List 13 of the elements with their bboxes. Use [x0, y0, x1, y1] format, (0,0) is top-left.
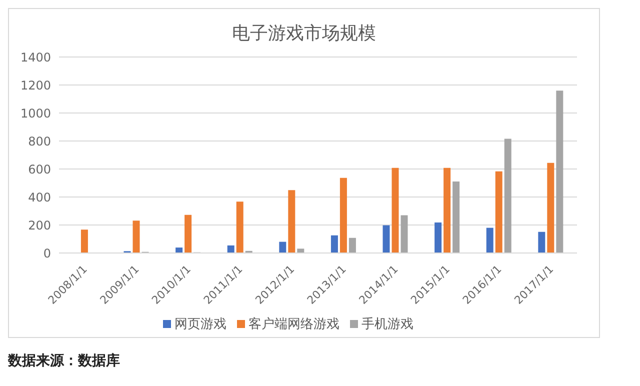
- source-note: 数据来源：数据库: [8, 352, 121, 370]
- y-tick-label: 800: [28, 134, 51, 148]
- legend-label: 手机游戏: [362, 317, 414, 332]
- y-tick-label: 1000: [20, 106, 51, 120]
- y-tick-label: 400: [28, 190, 51, 204]
- chart-title: 电子游戏市场规模: [231, 22, 377, 46]
- y-tick-label: 200: [28, 218, 51, 232]
- y-tick-label: 0: [43, 246, 51, 260]
- legend-label: 客户端网络游戏: [248, 317, 340, 332]
- y-tick-label: 1400: [20, 50, 51, 64]
- y-tick-label: 600: [28, 162, 51, 176]
- y-tick-label: 1200: [20, 78, 51, 92]
- legend-label: 网页游戏: [174, 317, 226, 332]
